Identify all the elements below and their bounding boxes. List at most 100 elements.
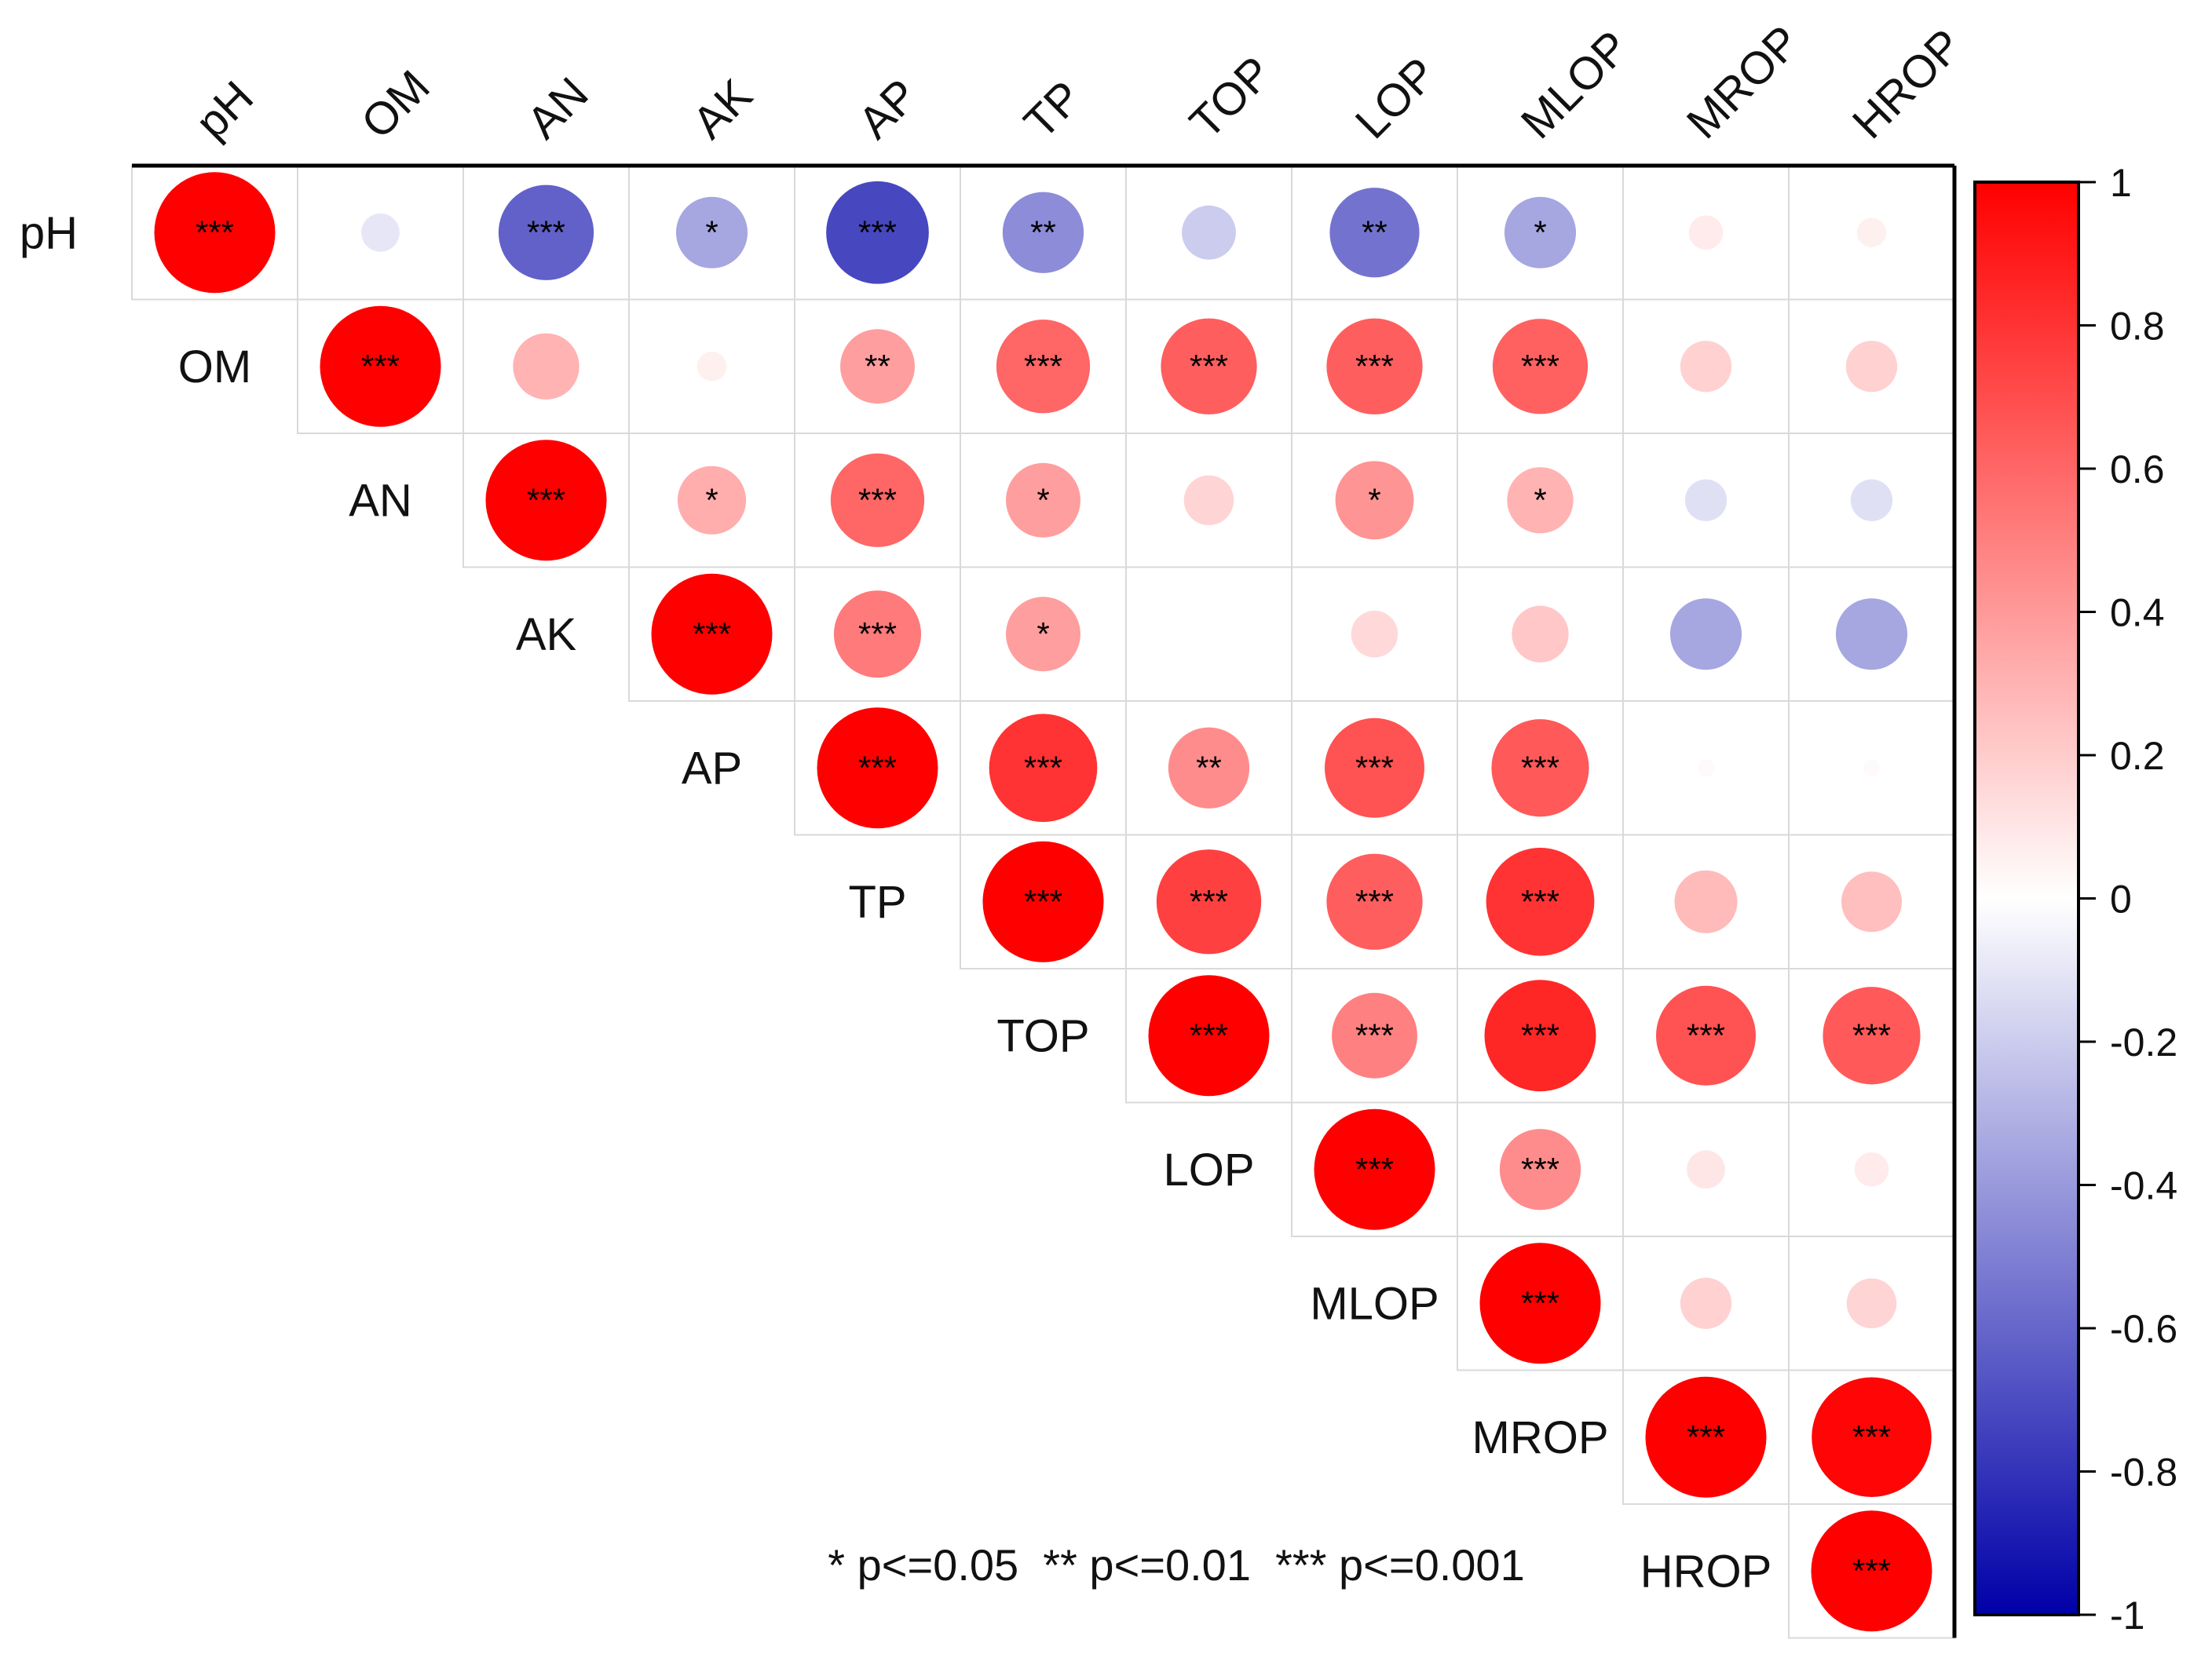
corr-circle-om-tp bbox=[996, 319, 1091, 414]
significance-mark: ** bbox=[1196, 749, 1222, 786]
significance-mark: *** bbox=[361, 348, 400, 385]
colorbar-tick-label: 1 bbox=[2110, 161, 2132, 205]
corr-circle-ph-ph bbox=[154, 172, 276, 294]
significance-mark: *** bbox=[1024, 348, 1062, 385]
corr-circle-ph-tp bbox=[1002, 192, 1084, 273]
corr-circle-ph-ap bbox=[826, 181, 929, 284]
corr-circle-an-hrop bbox=[1850, 479, 1893, 521]
corr-circle-top-mrop bbox=[1656, 985, 1756, 1086]
variable-labels: pH OM AN AK AP TP TOP LOP MLOP MROP HROP pH OM AN AK AP… bbox=[20, 16, 1972, 1597]
row-label-tp: TP bbox=[848, 877, 906, 928]
corr-circle-ap-top bbox=[1168, 727, 1250, 809]
corr-circle-tp-top bbox=[1156, 849, 1262, 955]
corr-circle-om-mrop bbox=[1680, 341, 1732, 393]
corr-circle-ak-ak bbox=[651, 573, 773, 695]
corr-circle-lop-hrop bbox=[1854, 1152, 1889, 1187]
corr-circle-hrop-hrop bbox=[1811, 1510, 1932, 1632]
significance-mark: *** bbox=[1852, 1552, 1891, 1589]
significance-mark: *** bbox=[1687, 1419, 1725, 1455]
colorbar-tick-label: 0.6 bbox=[2110, 447, 2165, 491]
row-label-om: OM bbox=[178, 341, 251, 393]
colorbar-tick-label: -0.8 bbox=[2110, 1451, 2177, 1495]
column-label-mrop: MROP bbox=[1677, 16, 1810, 148]
corr-circle-ak-lop bbox=[1351, 610, 1398, 658]
corr-circle-ak-tp bbox=[1006, 597, 1080, 672]
corr-circle-ak-mlop bbox=[1512, 605, 1569, 663]
column-label-top: TOP bbox=[1180, 47, 1282, 149]
significance-mark: *** bbox=[858, 749, 897, 786]
corr-circle-mrop-mrop bbox=[1645, 1376, 1767, 1498]
significance-mark: *** bbox=[1355, 1017, 1394, 1053]
corr-circle-an-ap bbox=[830, 453, 925, 547]
corr-circle-tp-mlop bbox=[1486, 847, 1595, 956]
significance-mark: *** bbox=[858, 481, 897, 518]
significance-mark: *** bbox=[1355, 883, 1394, 920]
grid-cell bbox=[1125, 566, 1292, 702]
colorbar: 1 0.8 0.6 0.4 0.2 0 -0.2 -0.4 -0.6 -0.8 -1 bbox=[1973, 161, 2177, 1638]
significance-mark: *** bbox=[1190, 883, 1228, 920]
column-label-ap: AP bbox=[849, 70, 928, 149]
significance-mark: * bbox=[1037, 481, 1049, 518]
significance-mark: *** bbox=[527, 481, 565, 518]
corr-circle-om-ap bbox=[840, 329, 915, 404]
significance-mark: * bbox=[1534, 214, 1546, 250]
corr-circle-mlop-mrop bbox=[1680, 1277, 1732, 1329]
significance-legend: * p<=0.05 ** p<=0.01 *** p<=0.001 bbox=[828, 1540, 1524, 1590]
corr-circle-an-mlop bbox=[1507, 467, 1574, 534]
row-label-an: AN bbox=[349, 475, 412, 526]
significance-mark: ** bbox=[1030, 214, 1056, 250]
significance-mark: *** bbox=[1521, 883, 1559, 920]
corr-circle-om-om bbox=[320, 305, 441, 427]
column-label-hrop: HROP bbox=[1843, 20, 1972, 148]
row-label-ak: AK bbox=[516, 609, 577, 660]
significance-mark: ** bbox=[865, 348, 890, 385]
grid-lines bbox=[131, 165, 1955, 1639]
significance-mark: *** bbox=[858, 615, 897, 652]
significance-mark: *** bbox=[1852, 1419, 1891, 1455]
significance-mark: *** bbox=[1024, 749, 1062, 786]
colorbar-tick-label: 0.2 bbox=[2110, 734, 2165, 778]
significance-mark: *** bbox=[1024, 883, 1062, 920]
corr-circle-an-top bbox=[1183, 475, 1234, 525]
row-label-ap: AP bbox=[682, 743, 742, 794]
significance-mark: *** bbox=[527, 214, 565, 250]
colorbar-tick-label: -1 bbox=[2110, 1594, 2144, 1638]
corr-circle-tp-tp bbox=[982, 841, 1104, 962]
corr-circle-top-hrop bbox=[1823, 987, 1921, 1085]
corr-circle-om-hrop bbox=[1845, 341, 1898, 393]
significance-mark: * bbox=[1534, 481, 1546, 518]
column-label-mlop: MLOP bbox=[1512, 21, 1639, 148]
column-label-an: AN bbox=[517, 68, 598, 148]
corr-circle-ph-ak bbox=[675, 196, 748, 268]
corr-circle-an-lop bbox=[1335, 461, 1414, 540]
correlation-circles bbox=[154, 172, 1932, 1632]
corr-circle-ap-hrop bbox=[1863, 759, 1881, 777]
row-label-lop: LOP bbox=[1163, 1145, 1254, 1196]
corr-circle-mlop-hrop bbox=[1846, 1278, 1897, 1328]
column-label-om: OM bbox=[352, 60, 440, 148]
corr-circle-ap-ap bbox=[817, 707, 938, 829]
corr-circle-om-ak bbox=[697, 351, 727, 382]
colorbar-tick-label: -0.2 bbox=[2110, 1021, 2177, 1064]
column-label-ak: AK bbox=[683, 69, 762, 148]
corr-circle-tp-mrop bbox=[1674, 870, 1738, 933]
row-label-top: TOP bbox=[996, 1010, 1089, 1061]
corr-circle-an-tp bbox=[1006, 462, 1080, 538]
significance-mark: * bbox=[705, 481, 718, 518]
corr-circle-ak-ap bbox=[833, 590, 922, 678]
colorbar-tick-label: 0.8 bbox=[2110, 305, 2165, 349]
corr-circle-ap-tp bbox=[989, 714, 1098, 823]
significance-mark: *** bbox=[1852, 1017, 1891, 1053]
corr-circle-lop-mlop bbox=[1499, 1129, 1581, 1210]
corr-circle-om-top bbox=[1161, 318, 1257, 414]
significance-mark: *** bbox=[1190, 1017, 1228, 1053]
column-label-ph: pH bbox=[186, 71, 263, 148]
row-label-hrop: HROP bbox=[1640, 1546, 1772, 1597]
significance-marks: *** *** * *** ** ** **** ** *** *** *** ****** * *** *… bbox=[196, 214, 1891, 1589]
corr-circle-an-an bbox=[485, 440, 607, 561]
significance-mark: *** bbox=[1190, 348, 1228, 385]
corr-circle-om-lop bbox=[1326, 318, 1423, 414]
significance-mark: *** bbox=[1355, 1151, 1394, 1188]
corr-circle-lop-lop bbox=[1314, 1108, 1435, 1230]
